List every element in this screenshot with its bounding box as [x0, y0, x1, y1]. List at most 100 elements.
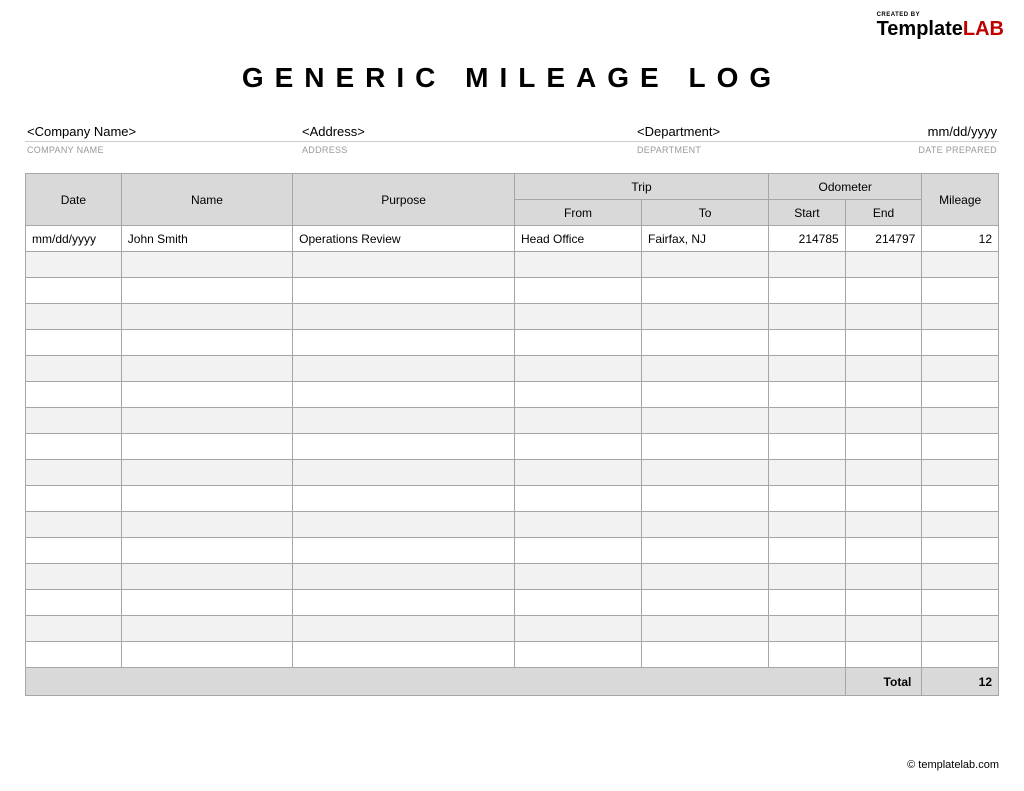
cell-name — [121, 538, 292, 564]
meta-address: <Address> ADDRESS — [300, 124, 635, 155]
cell-purpose — [293, 252, 515, 278]
cell-name — [121, 616, 292, 642]
cell-to — [642, 486, 769, 512]
cell-name — [121, 564, 292, 590]
footer-copyright: © templatelab.com — [907, 759, 999, 771]
cell-date — [26, 434, 122, 460]
cell-purpose — [293, 304, 515, 330]
logo-brand: TemplateLAB — [877, 19, 1004, 39]
cell-start — [769, 616, 846, 642]
cell-start — [769, 642, 846, 668]
meta-company-label: COMPANY NAME — [25, 142, 300, 155]
cell-date — [26, 278, 122, 304]
cell-from — [514, 330, 641, 356]
cell-purpose — [293, 486, 515, 512]
cell-to — [642, 460, 769, 486]
cell-mileage — [922, 538, 999, 564]
cell-date — [26, 330, 122, 356]
cell-end — [845, 460, 922, 486]
meta-date-value: mm/dd/yyyy — [895, 124, 999, 142]
cell-date — [26, 616, 122, 642]
cell-name — [121, 278, 292, 304]
meta-address-label: ADDRESS — [300, 142, 635, 155]
cell-purpose — [293, 590, 515, 616]
cell-start — [769, 538, 846, 564]
cell-mileage — [922, 252, 999, 278]
cell-end — [845, 564, 922, 590]
cell-end — [845, 642, 922, 668]
table-row — [26, 304, 999, 330]
cell-mileage — [922, 590, 999, 616]
cell-date — [26, 460, 122, 486]
cell-purpose: Operations Review — [293, 226, 515, 252]
cell-purpose — [293, 512, 515, 538]
cell-purpose — [293, 434, 515, 460]
cell-start: 214785 — [769, 226, 846, 252]
cell-start — [769, 434, 846, 460]
cell-from — [514, 642, 641, 668]
cell-purpose — [293, 564, 515, 590]
cell-end — [845, 486, 922, 512]
cell-mileage — [922, 512, 999, 538]
total-value: 12 — [922, 668, 999, 696]
th-date: Date — [26, 174, 122, 226]
cell-end — [845, 434, 922, 460]
cell-mileage — [922, 356, 999, 382]
cell-mileage — [922, 564, 999, 590]
cell-to — [642, 408, 769, 434]
cell-start — [769, 304, 846, 330]
cell-name — [121, 590, 292, 616]
cell-mileage — [922, 408, 999, 434]
cell-start — [769, 278, 846, 304]
table-row — [26, 382, 999, 408]
table-row — [26, 408, 999, 434]
cell-to — [642, 590, 769, 616]
cell-name — [121, 408, 292, 434]
cell-purpose — [293, 382, 515, 408]
cell-end — [845, 356, 922, 382]
cell-mileage — [922, 382, 999, 408]
total-row: Total 12 — [26, 668, 999, 696]
meta-company-value: <Company Name> — [25, 124, 300, 142]
cell-to — [642, 538, 769, 564]
cell-start — [769, 252, 846, 278]
th-trip: Trip — [514, 174, 768, 200]
cell-from — [514, 382, 641, 408]
cell-from — [514, 304, 641, 330]
table-row — [26, 642, 999, 668]
cell-start — [769, 408, 846, 434]
cell-date — [26, 356, 122, 382]
cell-date — [26, 408, 122, 434]
cell-to — [642, 616, 769, 642]
cell-name — [121, 460, 292, 486]
cell-name — [121, 304, 292, 330]
cell-start — [769, 382, 846, 408]
cell-date — [26, 486, 122, 512]
cell-name — [121, 356, 292, 382]
cell-end: 214797 — [845, 226, 922, 252]
cell-end — [845, 538, 922, 564]
cell-date — [26, 538, 122, 564]
table-row — [26, 512, 999, 538]
cell-date — [26, 512, 122, 538]
cell-purpose — [293, 408, 515, 434]
table-row — [26, 564, 999, 590]
cell-end — [845, 382, 922, 408]
th-to: To — [642, 200, 769, 226]
meta-row: <Company Name> COMPANY NAME <Address> AD… — [25, 124, 999, 155]
table-row: mm/dd/yyyyJohn SmithOperations ReviewHea… — [26, 226, 999, 252]
th-start: Start — [769, 200, 846, 226]
cell-start — [769, 512, 846, 538]
cell-from — [514, 512, 641, 538]
cell-to — [642, 512, 769, 538]
cell-to — [642, 278, 769, 304]
cell-to — [642, 642, 769, 668]
cell-to — [642, 356, 769, 382]
cell-date — [26, 564, 122, 590]
cell-date — [26, 252, 122, 278]
cell-mileage — [922, 304, 999, 330]
cell-start — [769, 486, 846, 512]
meta-department: <Department> DEPARTMENT — [635, 124, 895, 155]
cell-mileage — [922, 642, 999, 668]
cell-end — [845, 408, 922, 434]
